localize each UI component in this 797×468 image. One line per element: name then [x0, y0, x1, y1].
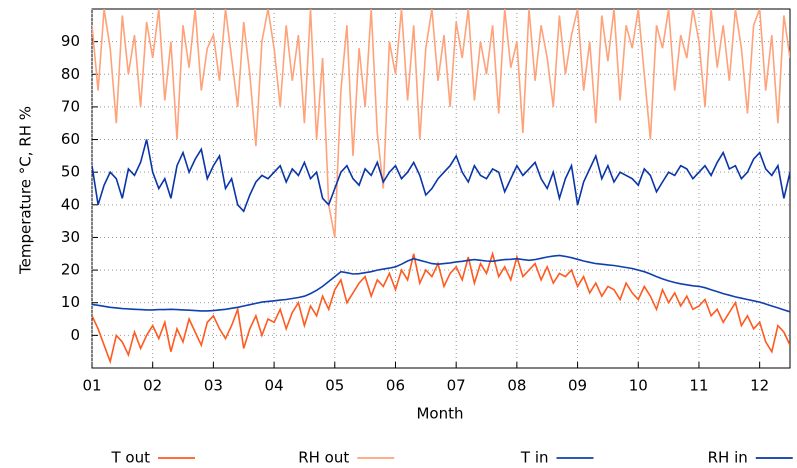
y-axis-label: Temperature °C, RH %	[17, 106, 35, 275]
x-axis-label: Month	[416, 405, 463, 423]
x-tick-label: 07	[447, 377, 466, 395]
x-tick-label: 02	[143, 377, 162, 395]
x-tick-label: 06	[386, 377, 405, 395]
x-tick-label: 08	[507, 377, 526, 395]
y-tick-label: 80	[61, 65, 80, 83]
y-tick-label: 20	[61, 261, 80, 279]
x-tick-label: 12	[750, 377, 769, 395]
legend-label: RH in	[708, 449, 748, 467]
x-tick-label: 11	[689, 377, 708, 395]
y-tick-label: 30	[61, 228, 80, 246]
y-tick-label: 10	[61, 293, 80, 311]
series-line	[92, 9, 790, 238]
series-line	[92, 250, 790, 365]
y-tick-label: 60	[61, 130, 80, 148]
y-tick-label: 50	[61, 163, 80, 181]
y-tick-label: 0	[70, 326, 80, 344]
y-tick-label: 90	[61, 32, 80, 50]
x-tick-label: 04	[265, 377, 284, 395]
y-tick-label: 70	[61, 97, 80, 115]
legend-label: RH out	[298, 449, 349, 467]
x-tick-label: 10	[629, 377, 648, 395]
series-line	[92, 139, 790, 213]
legend-label: T out	[111, 449, 151, 467]
x-tick-label: 01	[82, 377, 101, 395]
series-line	[92, 254, 790, 313]
x-tick-label: 09	[568, 377, 587, 395]
legend-label: T in	[520, 449, 549, 467]
x-tick-label: 05	[325, 377, 344, 395]
y-tick-label: 40	[61, 195, 80, 213]
x-tick-label: 03	[204, 377, 223, 395]
plot-frame	[91, 8, 791, 369]
